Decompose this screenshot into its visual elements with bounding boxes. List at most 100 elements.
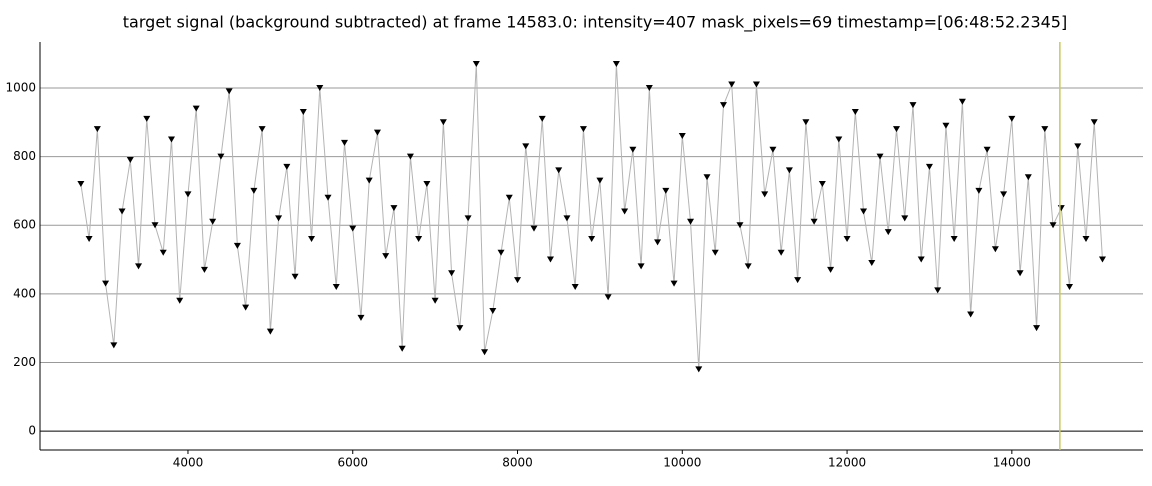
- y-tick-label: 400: [13, 286, 36, 300]
- marker: [1049, 222, 1057, 229]
- x-tick-label: 10000: [663, 456, 701, 470]
- marker: [703, 174, 711, 181]
- marker: [571, 284, 579, 291]
- marker: [892, 126, 900, 133]
- marker: [950, 235, 958, 242]
- marker: [464, 215, 472, 222]
- marker: [851, 109, 859, 116]
- marker: [752, 81, 760, 88]
- chart-title: target signal (background subtracted) at…: [123, 13, 1067, 33]
- x-tick-label: 14000: [993, 456, 1031, 470]
- marker: [909, 102, 917, 109]
- marker: [341, 139, 349, 146]
- marker: [827, 266, 835, 273]
- marker: [637, 263, 645, 270]
- marker: [423, 181, 431, 188]
- marker: [225, 88, 233, 95]
- marker: [1082, 235, 1090, 242]
- marker: [596, 177, 604, 184]
- marker: [769, 146, 777, 153]
- marker: [472, 60, 480, 67]
- marker: [678, 133, 686, 140]
- marker: [728, 81, 736, 88]
- marker: [390, 205, 398, 212]
- marker: [505, 194, 513, 201]
- marker: [711, 249, 719, 256]
- marker: [406, 153, 414, 160]
- marker: [373, 129, 381, 136]
- marker: [258, 126, 266, 133]
- marker: [983, 146, 991, 153]
- marker: [299, 109, 307, 116]
- marker: [242, 304, 250, 311]
- marker: [192, 105, 200, 112]
- y-tick-label: 200: [13, 355, 36, 369]
- marker: [439, 119, 447, 126]
- marker: [645, 84, 653, 91]
- marker: [604, 294, 612, 301]
- marker: [1066, 284, 1074, 291]
- marker: [975, 187, 983, 194]
- marker: [514, 277, 522, 284]
- marker: [291, 273, 299, 280]
- marker: [1033, 325, 1041, 332]
- marker: [456, 325, 464, 332]
- marker: [217, 153, 225, 160]
- series-line: [80, 63, 1103, 370]
- marker: [349, 225, 357, 232]
- marker: [316, 84, 324, 91]
- y-tick-label: 0: [28, 424, 36, 438]
- marker: [77, 181, 85, 188]
- marker: [1024, 174, 1032, 181]
- marker: [901, 215, 909, 222]
- marker: [588, 235, 596, 242]
- marker: [332, 284, 340, 291]
- marker: [917, 256, 925, 263]
- marker: [1016, 270, 1024, 277]
- marker: [324, 194, 332, 201]
- marker: [719, 102, 727, 109]
- marker: [431, 297, 439, 304]
- marker: [654, 239, 662, 246]
- marker: [209, 218, 217, 225]
- marker: [818, 181, 826, 188]
- marker: [522, 143, 530, 150]
- marker: [184, 191, 192, 198]
- marker: [233, 242, 241, 249]
- marker: [802, 119, 810, 126]
- marker: [744, 263, 752, 270]
- marker: [621, 208, 629, 215]
- marker: [1090, 119, 1098, 126]
- marker: [810, 218, 818, 225]
- marker: [868, 259, 876, 266]
- marker: [629, 146, 637, 153]
- marker: [530, 225, 538, 232]
- x-tick-label: 4000: [173, 456, 204, 470]
- marker: [110, 342, 118, 349]
- marker: [176, 297, 184, 304]
- y-tick-label: 600: [13, 218, 36, 232]
- marker: [884, 229, 892, 236]
- marker: [448, 270, 456, 277]
- marker: [93, 126, 101, 133]
- marker: [1098, 256, 1106, 263]
- marker: [357, 314, 365, 321]
- x-tick-label: 12000: [828, 456, 866, 470]
- marker: [546, 256, 554, 263]
- marker: [151, 222, 159, 229]
- y-tick-label: 800: [13, 149, 36, 163]
- marker: [1041, 126, 1049, 133]
- marker: [843, 235, 851, 242]
- marker: [835, 136, 843, 143]
- marker: [85, 235, 93, 242]
- marker: [481, 349, 489, 356]
- marker: [489, 308, 497, 315]
- marker: [250, 187, 258, 194]
- marker: [135, 263, 143, 270]
- marker: [687, 218, 695, 225]
- marker: [695, 366, 703, 373]
- marker: [308, 235, 316, 242]
- marker: [275, 215, 283, 222]
- marker: [126, 157, 134, 164]
- x-tick-label: 6000: [337, 456, 368, 470]
